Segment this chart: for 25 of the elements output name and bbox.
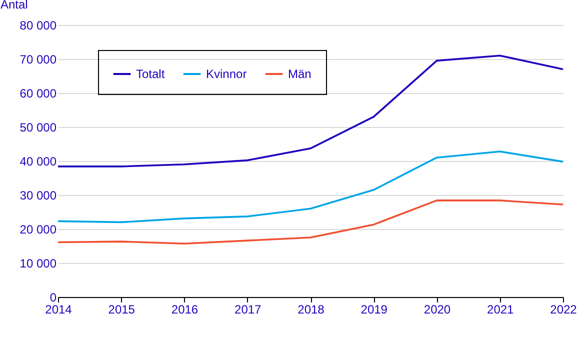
x-tick-label: 2015 — [108, 302, 136, 316]
y-tick-label: 80 000 — [20, 18, 57, 32]
x-tick-label: 2020 — [424, 302, 451, 316]
y-tick-label: 30 000 — [20, 188, 57, 202]
y-tick-label: 10 000 — [20, 256, 57, 270]
y-tick-label: 70 000 — [20, 52, 57, 66]
legend-label: Totalt — [136, 67, 166, 81]
line-series — [57, 200, 564, 245]
x-tick-label: 2016 — [171, 302, 198, 316]
line-series — [57, 150, 564, 224]
y-axis-title: Antal — [0, 0, 28, 12]
line-series — [57, 54, 564, 168]
x-tick-label: 2014 — [45, 302, 72, 316]
legend-label: Män — [288, 67, 312, 81]
y-tick-label: 50 000 — [20, 120, 57, 134]
x-tick-label: 2017 — [234, 302, 262, 316]
y-tick-label: 0 — [50, 290, 57, 304]
x-tick-label: 2021 — [487, 302, 514, 316]
x-tick-label: 2018 — [298, 302, 325, 316]
y-tick-label: 60 000 — [20, 86, 57, 100]
x-tick-label: 2022 — [550, 302, 578, 316]
y-tick-label: 40 000 — [20, 154, 57, 168]
x-tick-label: 2019 — [360, 302, 388, 316]
legend-label: Kvinnor — [206, 67, 247, 81]
y-tick-label: 20 000 — [20, 222, 57, 236]
